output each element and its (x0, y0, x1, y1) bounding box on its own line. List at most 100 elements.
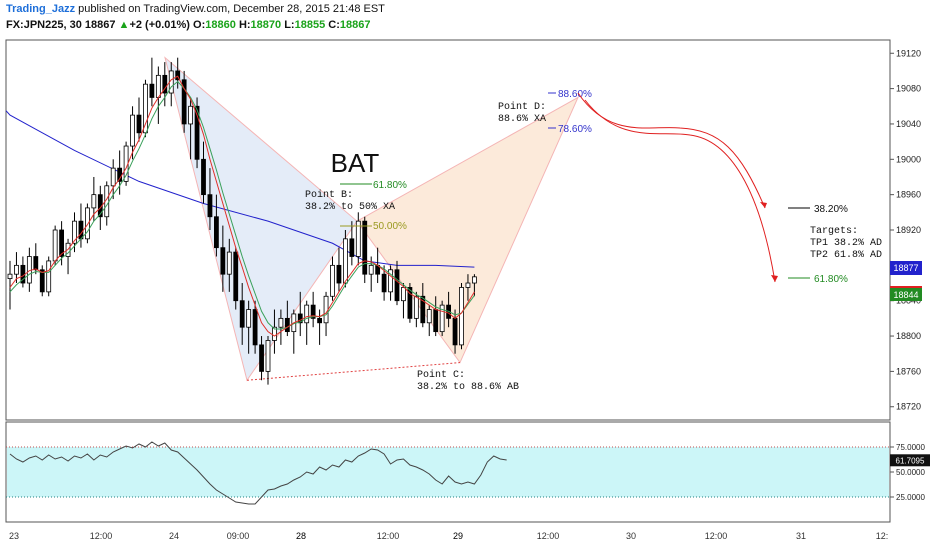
candle-body (407, 287, 413, 319)
secondary-price-label: 18844 (893, 290, 918, 300)
rsi-tick-label: 75.0000 (896, 443, 925, 452)
fib-label-618: 61.80% (373, 180, 407, 191)
candle-body (297, 313, 303, 324)
candle-body (85, 207, 90, 240)
candle-body (362, 220, 368, 275)
candle-body (239, 300, 245, 328)
open-value: 18860 (205, 19, 236, 31)
candle-body (272, 326, 277, 341)
candle-body (226, 251, 232, 275)
price-tick-label: 19000 (896, 154, 921, 164)
candle-body (394, 269, 400, 302)
low-value: 18855 (294, 19, 326, 31)
candle-body (317, 317, 323, 324)
price-tick-label: 18920 (896, 225, 921, 235)
candle-body (194, 105, 200, 160)
ma-green-line (9, 80, 475, 330)
candle-body (265, 340, 271, 372)
candle-body (72, 220, 77, 244)
candle-body (33, 256, 39, 271)
time-tick-label: 31 (796, 531, 806, 541)
candle-body (465, 282, 471, 288)
point-d-text: 88.6% XA (498, 114, 546, 125)
author-link[interactable]: Trading_Jazz (6, 3, 76, 15)
rsi-tick-label: 50.0000 (896, 468, 925, 477)
candle-body (91, 194, 97, 209)
targets-tp2: TP2 61.8% AD (810, 250, 882, 261)
high-value: 18870 (250, 19, 282, 31)
candle-body (310, 304, 316, 319)
candle-body (136, 114, 142, 134)
candle-body (143, 83, 148, 134)
candle-body (278, 317, 284, 328)
time-tick-label: 28 (296, 531, 306, 541)
time-tick-label: 30 (626, 531, 636, 541)
targets-title: Targets: (810, 226, 858, 237)
candle-body (459, 287, 464, 346)
pattern-title: BAT (331, 148, 380, 178)
candle-body (420, 295, 426, 324)
rsi-line (9, 441, 507, 505)
candle-body (220, 247, 226, 275)
close-label: C: (328, 19, 340, 31)
time-tick-label: 12:00 (377, 531, 400, 541)
low-label: L: (284, 19, 295, 31)
ma-blue-line (5, 110, 475, 268)
candle-body (213, 216, 219, 249)
projection-curve-1 (577, 92, 766, 209)
candle-body (130, 114, 135, 147)
time-tick-label: 12:00 (90, 531, 113, 541)
candle-body (162, 74, 168, 94)
time-tick-label: 12:00 (705, 531, 728, 541)
candle-body (342, 238, 348, 284)
candle-body (452, 317, 458, 346)
point-b-text: 38.2% to 50% XA (305, 202, 395, 213)
target-level-618: 61.80% (814, 274, 848, 285)
candle-body (349, 238, 355, 257)
projection-arrow-1 (760, 202, 767, 208)
time-tick-label: 24 (169, 531, 179, 541)
candle-body (439, 304, 445, 333)
price-tick-label: 18760 (896, 366, 921, 376)
time-tick-label: 12: (876, 531, 889, 541)
candle-body (59, 229, 64, 257)
candle-body (284, 317, 290, 333)
time-tick-label: 12:00 (537, 531, 560, 541)
rsi-band (7, 447, 889, 497)
rsi-tick-label: 25.0000 (896, 493, 925, 502)
point-c-title: Point C: (417, 369, 465, 381)
time-tick-label: 09:00 (227, 531, 250, 541)
candle-body (175, 70, 181, 81)
price-tick-label: 19120 (896, 48, 921, 58)
chart-header: Trading_Jazz published on TradingView.co… (0, 0, 932, 38)
candle-body (381, 273, 387, 293)
ma-red-line (9, 75, 475, 337)
close-value: 18867 (339, 19, 371, 31)
up-arrow-icon: ▲ (118, 19, 130, 31)
targets-tp1: TP1 38.2% AD (810, 238, 882, 249)
point-b-title: Point B: (305, 189, 353, 201)
price-tick-label: 19080 (896, 84, 921, 94)
candle-body (207, 194, 213, 218)
candle-body (304, 304, 310, 324)
candle-body (181, 79, 187, 125)
candle-body (246, 309, 252, 328)
candle-body (188, 105, 194, 125)
candle-body (46, 260, 52, 293)
secondary-price-badge (890, 288, 922, 301)
candle-body (259, 344, 264, 372)
time-tick-label: 23 (9, 531, 19, 541)
rsi-current-label: 61.7095 (896, 456, 925, 465)
candle-body (368, 264, 374, 275)
last-price: 18867 (84, 19, 116, 31)
candle-body (252, 309, 258, 346)
candle-body (7, 273, 13, 280)
point-d-title: Point D: (498, 101, 546, 113)
symbol-label: FX:JPN225, 30 (6, 19, 82, 31)
candle-body (201, 158, 206, 196)
fib-label-886: 88.60% (558, 89, 592, 100)
current-price-label: 18877 (893, 263, 918, 273)
candle-body (388, 269, 393, 293)
price-tick-label: 19040 (896, 119, 921, 129)
